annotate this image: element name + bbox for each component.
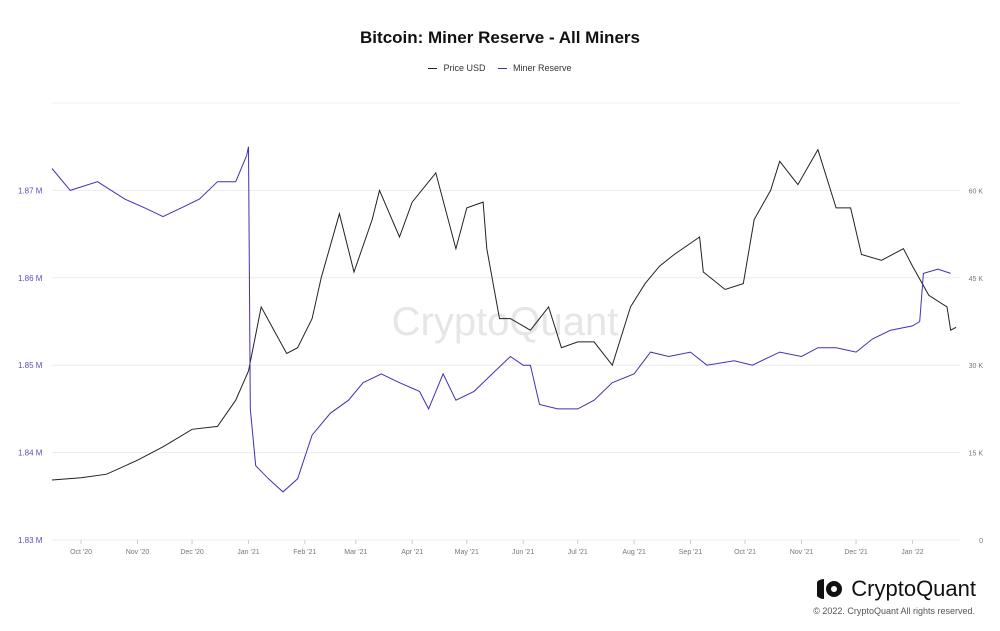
x-axis-tick: Feb '21 bbox=[293, 549, 316, 556]
left-axis-tick: 1.87 M bbox=[18, 186, 43, 195]
right-axis-tick: 45 K bbox=[969, 276, 984, 283]
x-axis-tick: Oct '21 bbox=[734, 549, 756, 556]
right-axis-tick: 60 K bbox=[969, 188, 984, 195]
left-axis-tick: 1.84 M bbox=[18, 449, 43, 458]
x-axis-tick: Dec '21 bbox=[844, 549, 868, 556]
x-axis-tick: Aug '21 bbox=[622, 549, 646, 556]
x-axis-tick: Mar '21 bbox=[344, 549, 367, 556]
series-line-price bbox=[51, 148, 957, 481]
x-axis-tick: Oct '20 bbox=[70, 549, 92, 556]
cryptoquant-logo: CryptoQuant bbox=[817, 576, 976, 602]
legend: Price USD Miner Reserve bbox=[0, 61, 1000, 73]
logo-text: CryptoQuant bbox=[851, 576, 976, 601]
x-axis-tick: Nov '21 bbox=[790, 549, 814, 556]
right-axis-tick: 0 bbox=[979, 538, 983, 545]
x-axis-tick: Dec '20 bbox=[180, 549, 204, 556]
x-axis-tick: Nov '20 bbox=[126, 549, 150, 556]
x-axis-tick: Jun '21 bbox=[512, 549, 534, 556]
x-axis-tick: May '21 bbox=[455, 549, 479, 556]
legend-label-price: Price USD bbox=[443, 63, 486, 74]
series-line-miner-reserve bbox=[51, 146, 951, 493]
legend-swatch-price bbox=[428, 67, 438, 69]
left-axis-tick: 1.85 M bbox=[18, 361, 43, 370]
chart-title: Bitcoin: Miner Reserve - All Miners bbox=[360, 28, 640, 47]
x-axis-tick: Sep '21 bbox=[679, 549, 703, 556]
x-axis-tick: Apr '21 bbox=[401, 549, 423, 556]
x-axis-tick: Jan '21 bbox=[237, 549, 259, 556]
legend-item-price[interactable]: Price USD bbox=[428, 63, 485, 73]
logo-icon bbox=[817, 579, 843, 599]
watermark: CryptoQuant bbox=[392, 300, 619, 344]
legend-item-reserve[interactable]: Miner Reserve bbox=[498, 63, 572, 73]
right-axis-tick: 15 K bbox=[969, 451, 984, 458]
x-axis-tick: Jul '21 bbox=[568, 549, 588, 556]
legend-swatch-reserve bbox=[498, 67, 507, 69]
left-axis-tick: 1.86 M bbox=[18, 274, 43, 283]
right-axis-tick: 30 K bbox=[969, 363, 984, 370]
copyright: © 2022. CryptoQuant All rights reserved. bbox=[813, 606, 975, 616]
left-axis-tick: 1.83 M bbox=[18, 536, 43, 545]
legend-label-reserve: Miner Reserve bbox=[513, 63, 572, 74]
x-axis-tick: Jan '22 bbox=[901, 549, 923, 556]
